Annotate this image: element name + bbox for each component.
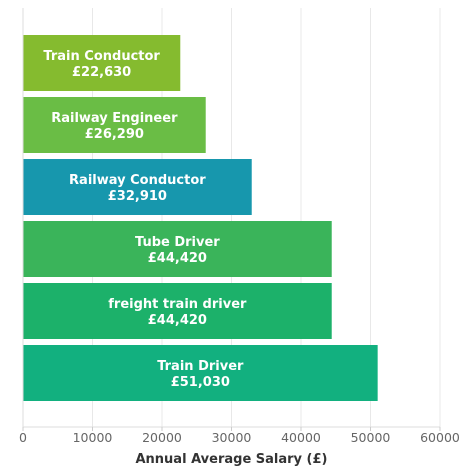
bar-value-label-5: £51,030 xyxy=(171,375,230,390)
x-axis: 0 10000 20000 30000 40000 50000 60000 xyxy=(19,8,460,445)
bar-category-label-4: freight train driver xyxy=(108,297,247,312)
bar-category-label-3: Tube Driver xyxy=(135,235,220,250)
x-tick-label-0: 0 xyxy=(19,430,27,445)
bar-2 xyxy=(23,159,252,215)
bar-group-0: Train Conductor£22,630 xyxy=(23,35,181,91)
x-tick-label-1: 10000 xyxy=(73,430,113,445)
x-tick-label-2: 20000 xyxy=(142,430,182,445)
bar-value-label-2: £32,910 xyxy=(108,189,167,204)
bar-group-3: Tube Driver£44,420 xyxy=(23,221,332,277)
bar-category-label-2: Railway Conductor xyxy=(69,173,206,188)
bar-value-label-1: £26,290 xyxy=(85,127,144,142)
bar-0 xyxy=(23,35,181,91)
bar-category-label-5: Train Driver xyxy=(157,359,244,374)
bar-group-2: Railway Conductor£32,910 xyxy=(23,159,252,215)
bar-5 xyxy=(23,345,378,401)
x-axis-title: Annual Average Salary (£) xyxy=(135,452,327,467)
bar-group-1: Railway Engineer£26,290 xyxy=(23,97,206,153)
bar-group-5: Train Driver£51,030 xyxy=(23,345,378,401)
bar-category-label-0: Train Conductor xyxy=(43,49,160,64)
bar-value-label-3: £44,420 xyxy=(148,251,207,266)
x-tick-label-5: 50000 xyxy=(351,430,391,445)
bar-3 xyxy=(23,221,332,277)
bar-group-4: freight train driver£44,420 xyxy=(23,283,332,339)
bar-value-label-0: £22,630 xyxy=(72,65,131,80)
bar-4 xyxy=(23,283,332,339)
bar-category-label-1: Railway Engineer xyxy=(51,111,178,126)
x-tick-label-3: 30000 xyxy=(212,430,252,445)
x-tick-label-6: 60000 xyxy=(420,430,460,445)
x-tick-label-4: 40000 xyxy=(281,430,321,445)
bar-1 xyxy=(23,97,206,153)
bar-value-label-4: £44,420 xyxy=(148,313,207,328)
